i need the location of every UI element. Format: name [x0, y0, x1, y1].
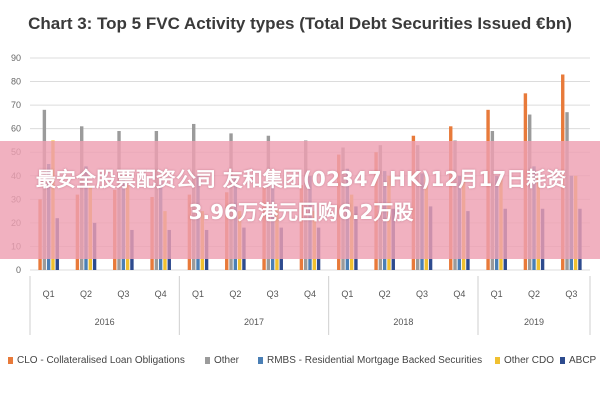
x-tick-label: Q2 — [528, 289, 540, 299]
x-group-label: 2016 — [95, 317, 115, 327]
chart-title: Chart 3: Top 5 FVC Activity types (Total… — [28, 14, 572, 33]
legend-item: CLO - Collateralised Loan Obligations — [8, 355, 185, 366]
y-tick-label: 70 — [11, 100, 21, 110]
chart-legend: CLO - Collateralised Loan Obligations Oth… — [8, 355, 598, 371]
y-tick-label: 80 — [11, 77, 21, 87]
legend-item: RMBS - Residential Mortgage Backed Secur… — [258, 355, 482, 366]
x-tick-label: Q2 — [229, 289, 241, 299]
legend-swatch — [258, 357, 263, 364]
x-tick-label: Q2 — [379, 289, 391, 299]
legend-label: Other — [214, 355, 240, 366]
watermark-banner — [0, 141, 600, 259]
legend-swatch — [495, 357, 500, 364]
x-tick-label: Q1 — [43, 289, 55, 299]
x-tick-label: Q1 — [341, 289, 353, 299]
x-tick-label: Q3 — [267, 289, 279, 299]
y-tick-label: 0 — [16, 265, 21, 275]
x-tick-label: Q4 — [453, 289, 465, 299]
legend-item: Other — [205, 355, 239, 366]
x-tick-label: Q1 — [491, 289, 503, 299]
x-tick-label: Q4 — [155, 289, 167, 299]
watermark-text: 最安全股票配资公司 友和集团(02347.HK)12月17日耗资3.96万港元回… — [35, 167, 567, 224]
legend-label: RMBS - Residential Mortgage Backed Secur… — [267, 355, 483, 366]
x-tick-label: Q3 — [416, 289, 428, 299]
x-group-label: 2019 — [524, 317, 544, 327]
x-tick-label: Q2 — [80, 289, 92, 299]
legend-label: CLO - Collateralised Loan Obligations — [17, 355, 185, 366]
y-tick-label: 90 — [11, 53, 21, 63]
legend-label: ABCP — [569, 355, 597, 366]
legend-item: ABCP — [560, 355, 596, 366]
y-tick-label: 60 — [11, 124, 21, 134]
x-group-label: 2017 — [244, 317, 264, 327]
x-tick-label: Q3 — [565, 289, 577, 299]
legend-item: Other CDO — [495, 355, 554, 366]
x-tick-label: Q3 — [117, 289, 129, 299]
x-tick-label: Q1 — [192, 289, 204, 299]
legend-swatch — [560, 357, 565, 364]
x-tick-label: Q4 — [304, 289, 316, 299]
legend-swatch — [205, 357, 210, 364]
legend-label: Other CDO — [504, 355, 555, 366]
x-group-label: 2018 — [393, 317, 413, 327]
legend-swatch — [8, 357, 13, 364]
